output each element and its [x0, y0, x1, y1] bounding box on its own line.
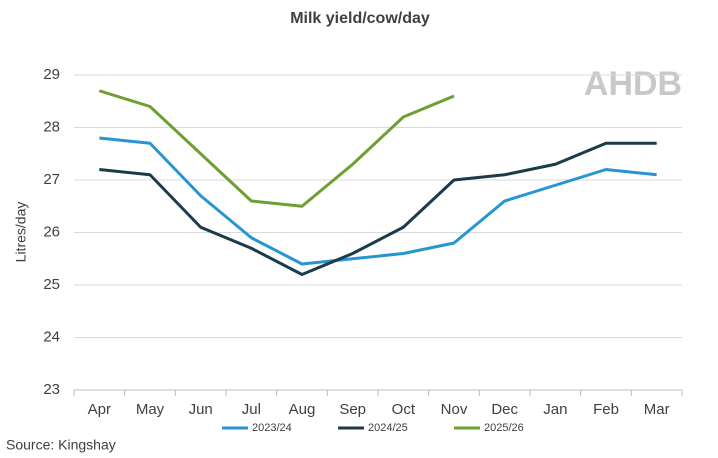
- legend-label: 2023/24: [252, 422, 292, 434]
- x-tick-label: Mar: [644, 401, 670, 418]
- series-line: [99, 136, 657, 266]
- x-tick-label: Aug: [289, 401, 316, 418]
- x-tick-label: Feb: [593, 401, 619, 418]
- x-tick-label: Jul: [242, 401, 261, 418]
- legend-label: 2025/26: [484, 422, 524, 434]
- x-tick-label: Sep: [339, 401, 366, 418]
- y-tick-label: 24: [43, 328, 60, 345]
- legend-label: 2024/25: [368, 422, 408, 434]
- y-tick-label: 27: [43, 171, 60, 188]
- x-tick-label: May: [136, 401, 165, 418]
- x-tick-label: Jan: [543, 401, 567, 418]
- source-note: Source: Kingshay: [6, 437, 116, 453]
- y-axis-label: Litres/day: [13, 202, 29, 263]
- logo: AHDB: [584, 65, 682, 103]
- x-tick-label: Jun: [189, 401, 213, 418]
- x-tick-label: Nov: [441, 401, 468, 418]
- x-tick-label: Apr: [88, 401, 111, 418]
- series-line: [98, 89, 455, 208]
- y-tick-label: 28: [43, 118, 60, 135]
- chart-title: Milk yield/cow/day: [290, 10, 430, 27]
- series-line: [99, 141, 657, 276]
- x-tick-label: Dec: [491, 401, 518, 418]
- y-tick-label: 23: [43, 381, 60, 398]
- x-tick-label: Oct: [392, 401, 416, 418]
- y-tick-label: 25: [43, 276, 60, 293]
- y-tick-label: 29: [43, 66, 60, 83]
- y-tick-label: 26: [43, 223, 60, 240]
